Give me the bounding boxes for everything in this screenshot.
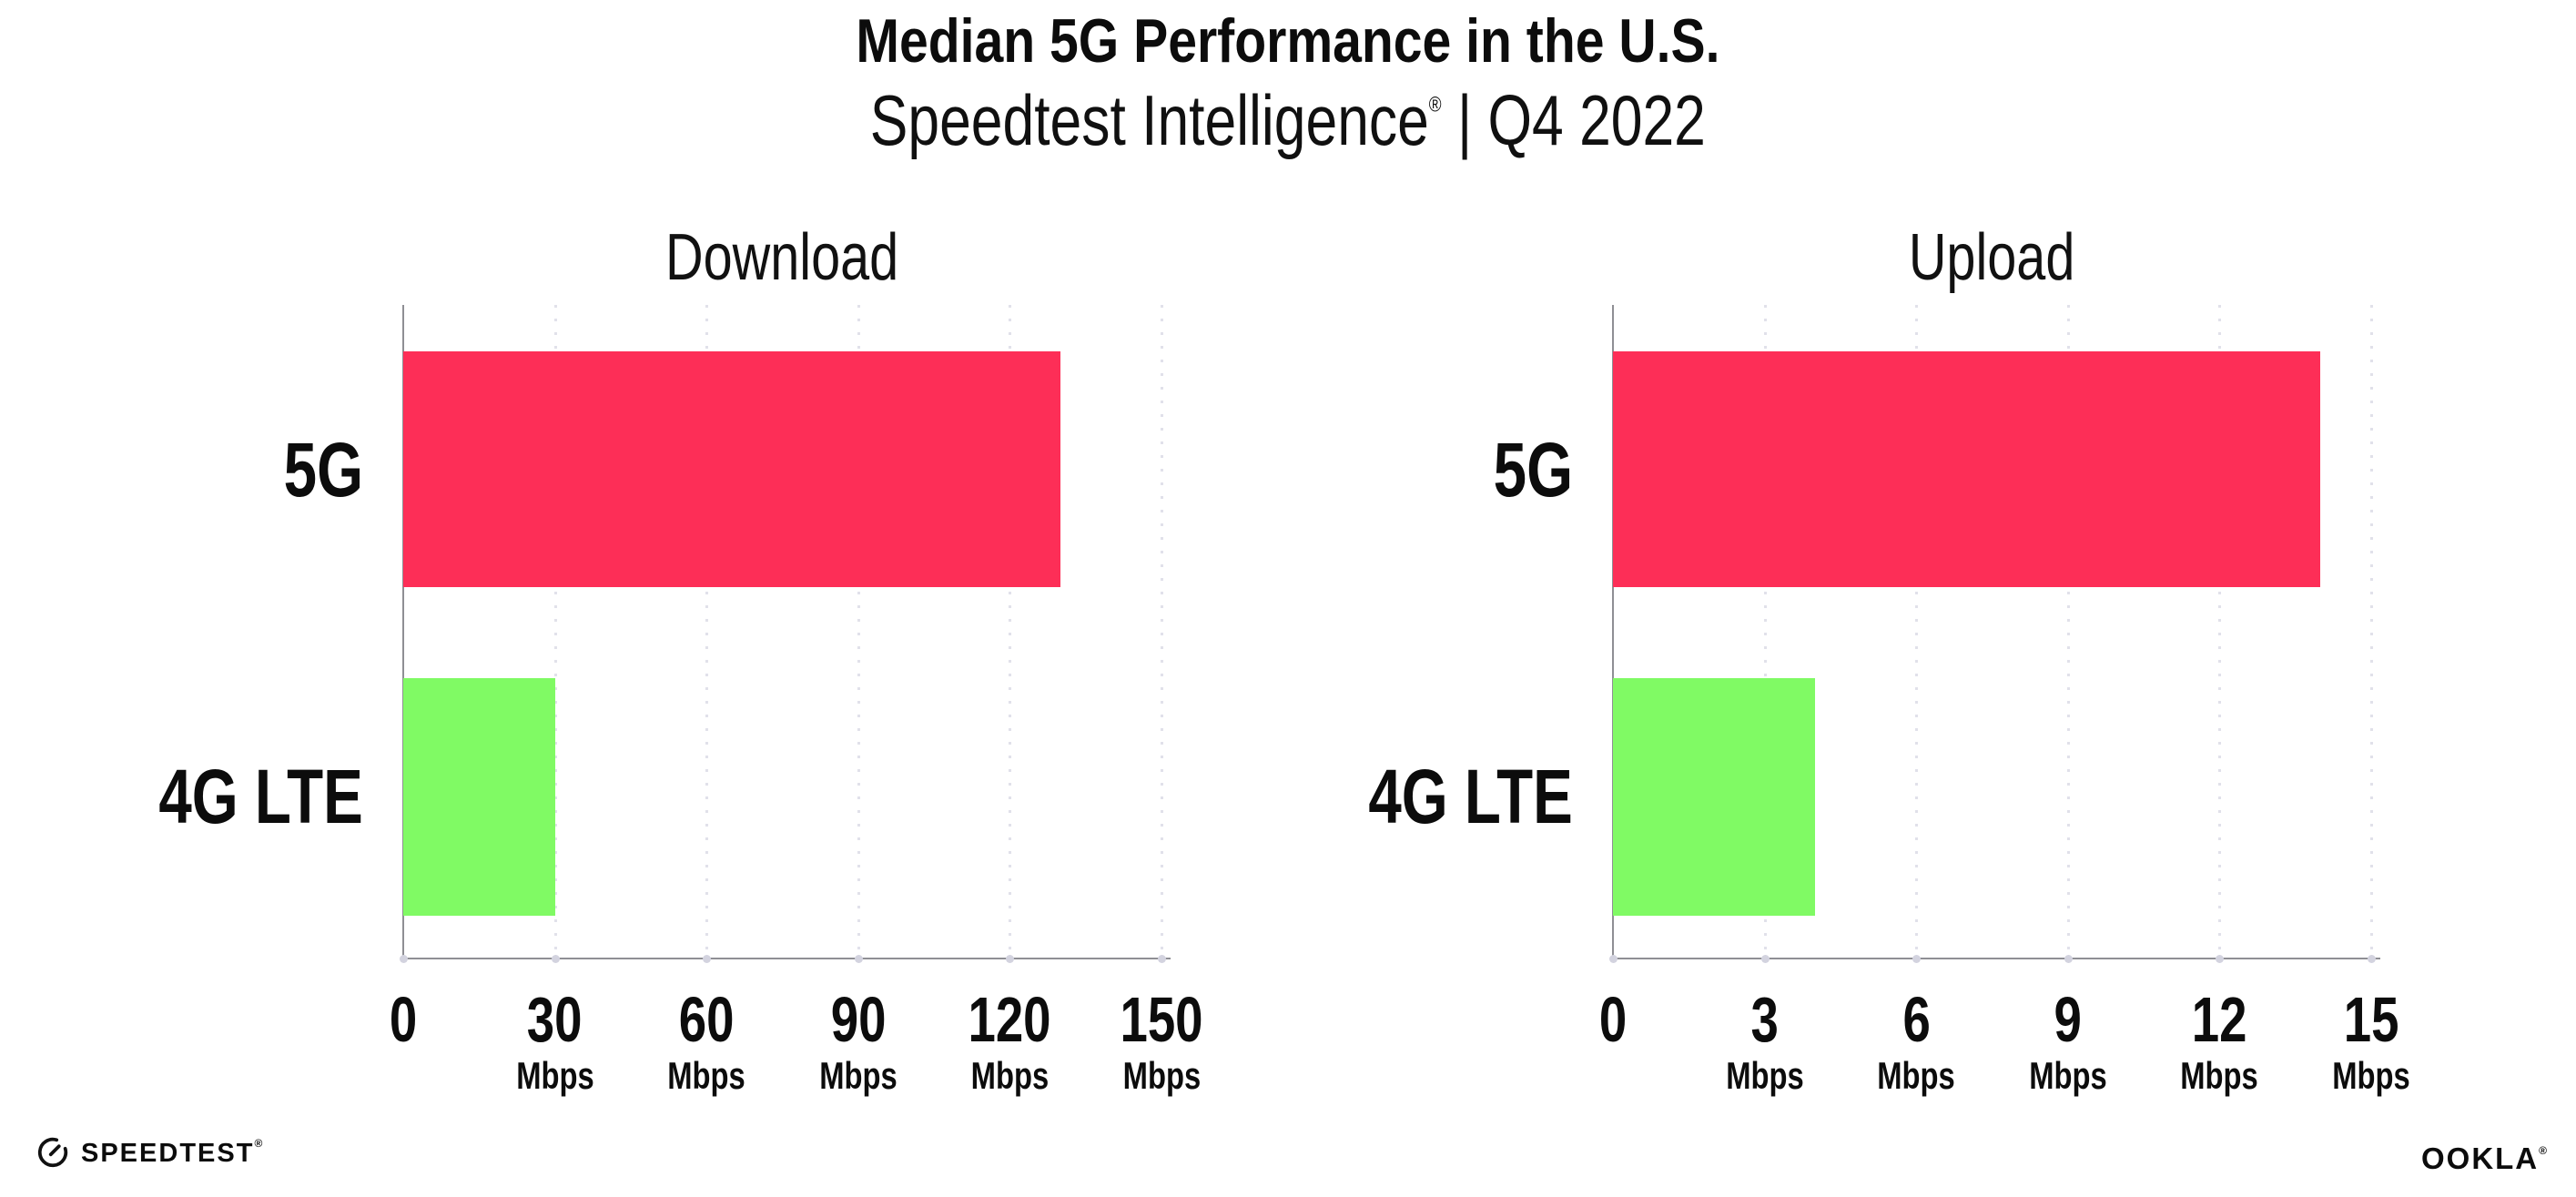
category-label-5g: 5G (283, 426, 363, 512)
x-tick-number: 90 (830, 984, 887, 1055)
bar-5g-download (403, 350, 1060, 588)
tick-dot (2216, 955, 2225, 963)
subtitle-brand: Speedtest Intelligence (869, 80, 1429, 160)
x-tick-number: 0 (1598, 984, 1628, 1055)
x-tick: 30 Mbps (505, 988, 605, 1095)
x-tick-number: 30 (527, 984, 583, 1055)
x-tick-unit: Mbps (2332, 1054, 2410, 1097)
x-tick-unit (386, 1057, 421, 1095)
x-tick-unit: Mbps (667, 1054, 745, 1097)
registered-trademark: ® (254, 1137, 265, 1150)
tick-dot (854, 955, 863, 963)
bar-5g-upload (1613, 350, 2321, 588)
x-tick-number: 6 (1902, 984, 1931, 1055)
gridline (2218, 305, 2222, 959)
gridline (553, 305, 557, 959)
x-tick: 90 Mbps (808, 988, 908, 1095)
x-tick-unit: Mbps (1877, 1054, 1955, 1097)
category-label-4g-lte: 4G LTE (1368, 754, 1573, 840)
category-label-5g: 5G (1493, 426, 1573, 512)
x-tick-unit: Mbps (970, 1054, 1050, 1097)
gridline (857, 305, 860, 959)
gridline (2370, 305, 2373, 959)
x-tick: 6 Mbps (1866, 988, 1966, 1095)
x-tick: 60 Mbps (656, 988, 756, 1095)
tick-dot (2368, 955, 2376, 963)
x-tick: 12 Mbps (2170, 988, 2270, 1095)
x-tick-number: 120 (968, 984, 1051, 1055)
x-tick-unit: Mbps (2180, 1054, 2259, 1097)
x-tick: 15 Mbps (2321, 988, 2421, 1095)
x-tick-unit: Mbps (1122, 1054, 1201, 1097)
gridline (1009, 305, 1012, 959)
speedtest-wordmark: SPEEDTEST® (81, 1137, 265, 1168)
x-tick: 9 Mbps (2018, 988, 2118, 1095)
tick-dot (2064, 955, 2073, 963)
upload-chart-plot-area: Upload 5G 4G LTE 0 3 Mbps 6 (1369, 225, 2410, 1095)
x-tick-unit: Mbps (1725, 1054, 1804, 1097)
tick-dot (1912, 955, 1922, 963)
x-tick: 0 (386, 988, 421, 1095)
x-tick-number: 12 (2192, 984, 2247, 1055)
subtitle-period: | Q4 2022 (1441, 80, 1707, 160)
gridline (1763, 305, 1767, 959)
x-tick-number: 3 (1750, 984, 1779, 1055)
ookla-logo: OOKLA® (2421, 1143, 2549, 1173)
tick-dot (1609, 955, 1618, 963)
x-tick-number: 60 (678, 984, 735, 1055)
x-tick-unit: Mbps (819, 1054, 898, 1097)
tick-dot (400, 955, 408, 963)
gridline (705, 305, 709, 959)
download-chart-plot-area: Download 5G 4G LTE 0 30 Mbps (159, 225, 1203, 1095)
x-tick: 3 Mbps (1715, 988, 1815, 1095)
x-tick: 150 Mbps (1109, 988, 1215, 1095)
x-tick-number: 15 (2343, 984, 2399, 1055)
registered-trademark: ® (2539, 1144, 2549, 1157)
tick-dot (703, 955, 712, 963)
ookla-wordmark: OOKLA (2420, 1141, 2540, 1175)
download-chart-title: Download (665, 221, 899, 294)
x-tick: 0 (1596, 988, 1631, 1095)
category-label-4g-lte: 4G LTE (158, 754, 363, 840)
x-axis-line (402, 958, 1171, 959)
x-tick-number: 9 (2054, 984, 2082, 1055)
upload-chart-title: Upload (1909, 221, 2075, 294)
x-tick: 120 Mbps (957, 988, 1063, 1095)
page-subtitle: Speedtest Intelligence® | Q4 2022 (0, 83, 2576, 158)
tick-dot (1006, 955, 1015, 963)
tick-dot (1158, 955, 1166, 963)
x-tick-number: 150 (1120, 984, 1203, 1055)
gridline (1161, 305, 1163, 959)
x-tick-unit: Mbps (2029, 1054, 2107, 1097)
bar-4g-lte-upload (1613, 677, 1816, 916)
x-tick-number: 0 (389, 984, 418, 1055)
gridline (1915, 305, 1919, 959)
tick-dot (1760, 955, 1770, 963)
speedtest-gauge-icon (37, 1137, 68, 1168)
page-title: Median 5G Performance in the U.S. (856, 6, 1720, 76)
y-axis-line (402, 305, 404, 959)
speedtest-logo: SPEEDTEST® (36, 1136, 264, 1169)
tick-dot (551, 955, 560, 963)
y-axis-line (1612, 305, 1614, 959)
x-tick-unit (1596, 1057, 1631, 1095)
registered-trademark: ® (1428, 92, 1442, 117)
bar-4g-lte-download (403, 677, 555, 916)
x-axis-line (1612, 958, 2380, 959)
x-tick-unit: Mbps (515, 1054, 594, 1097)
gridline (2066, 305, 2070, 959)
